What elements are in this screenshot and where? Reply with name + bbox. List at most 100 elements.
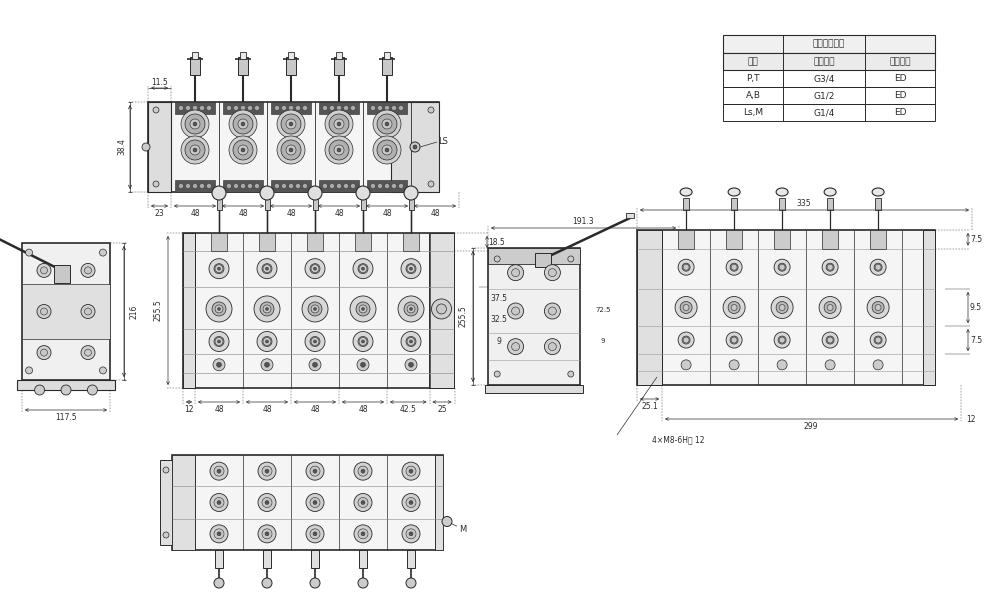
Circle shape <box>218 340 221 343</box>
Bar <box>384 52 390 59</box>
Circle shape <box>358 264 368 274</box>
Circle shape <box>311 264 319 273</box>
Circle shape <box>241 122 245 126</box>
Circle shape <box>436 304 446 314</box>
Bar <box>488 248 580 264</box>
Bar <box>403 233 419 251</box>
Circle shape <box>548 343 556 351</box>
Circle shape <box>508 338 524 354</box>
Circle shape <box>233 140 253 160</box>
Bar <box>359 550 367 568</box>
Circle shape <box>303 105 308 111</box>
Circle shape <box>819 296 841 318</box>
Bar <box>355 233 371 251</box>
Bar <box>271 102 311 114</box>
Bar <box>54 266 70 283</box>
Circle shape <box>729 360 739 370</box>
Circle shape <box>238 145 248 155</box>
Circle shape <box>214 529 224 539</box>
Circle shape <box>275 105 280 111</box>
Circle shape <box>303 184 308 188</box>
Bar <box>336 52 342 59</box>
Circle shape <box>410 142 420 152</box>
Circle shape <box>406 529 416 539</box>
Bar <box>263 550 271 568</box>
Circle shape <box>263 337 271 346</box>
Circle shape <box>330 184 335 188</box>
Circle shape <box>726 332 742 348</box>
Text: 9.5: 9.5 <box>970 303 982 312</box>
Text: 42.5: 42.5 <box>400 405 417 414</box>
Circle shape <box>330 105 335 111</box>
Circle shape <box>377 114 397 134</box>
Bar <box>723 70 935 87</box>
Circle shape <box>218 267 221 270</box>
Bar <box>407 550 415 568</box>
Circle shape <box>409 532 413 536</box>
Circle shape <box>296 184 301 188</box>
Text: 335: 335 <box>797 198 811 207</box>
Bar <box>160 460 172 545</box>
Circle shape <box>353 259 373 278</box>
Circle shape <box>382 145 392 155</box>
Circle shape <box>680 302 692 313</box>
Bar <box>215 550 223 568</box>
Circle shape <box>210 525 228 543</box>
Text: ED: ED <box>894 91 906 100</box>
Circle shape <box>179 184 184 188</box>
Circle shape <box>398 105 404 111</box>
Text: 191.3: 191.3 <box>573 217 594 225</box>
Circle shape <box>404 302 418 316</box>
Circle shape <box>310 337 320 346</box>
Circle shape <box>289 105 294 111</box>
Circle shape <box>413 145 417 149</box>
Circle shape <box>675 296 697 318</box>
Text: 7.5: 7.5 <box>970 335 982 345</box>
Text: 32.5: 32.5 <box>491 315 507 324</box>
Circle shape <box>215 337 223 346</box>
Circle shape <box>358 498 368 507</box>
Circle shape <box>262 529 272 539</box>
Circle shape <box>85 308 92 315</box>
Circle shape <box>544 264 560 281</box>
Circle shape <box>406 264 416 274</box>
Circle shape <box>210 462 228 480</box>
Bar <box>172 455 443 550</box>
Text: 名称: 名称 <box>748 57 758 66</box>
Bar <box>822 230 838 248</box>
Circle shape <box>683 337 689 343</box>
Circle shape <box>262 337 272 346</box>
Bar <box>488 248 580 385</box>
Text: 23: 23 <box>155 209 164 217</box>
Bar <box>265 198 270 210</box>
Circle shape <box>405 359 417 371</box>
Circle shape <box>190 145 200 155</box>
Bar <box>870 230 886 248</box>
Circle shape <box>37 346 51 360</box>
Circle shape <box>875 305 881 310</box>
Circle shape <box>238 119 248 129</box>
Circle shape <box>353 332 373 351</box>
Circle shape <box>289 122 293 126</box>
Circle shape <box>337 122 341 126</box>
Circle shape <box>544 303 560 319</box>
Circle shape <box>361 532 365 536</box>
Circle shape <box>731 264 737 271</box>
Circle shape <box>181 136 209 164</box>
Circle shape <box>362 307 365 310</box>
Circle shape <box>432 299 452 319</box>
Circle shape <box>265 362 270 367</box>
Circle shape <box>494 371 500 377</box>
Circle shape <box>26 367 33 374</box>
Circle shape <box>428 107 434 113</box>
Circle shape <box>305 332 325 351</box>
Bar <box>175 102 215 114</box>
Circle shape <box>35 385 45 395</box>
Circle shape <box>779 264 785 271</box>
Circle shape <box>266 340 269 343</box>
Bar <box>409 198 414 210</box>
Circle shape <box>779 337 785 343</box>
Circle shape <box>306 493 324 512</box>
Circle shape <box>215 264 223 273</box>
Circle shape <box>87 385 97 395</box>
